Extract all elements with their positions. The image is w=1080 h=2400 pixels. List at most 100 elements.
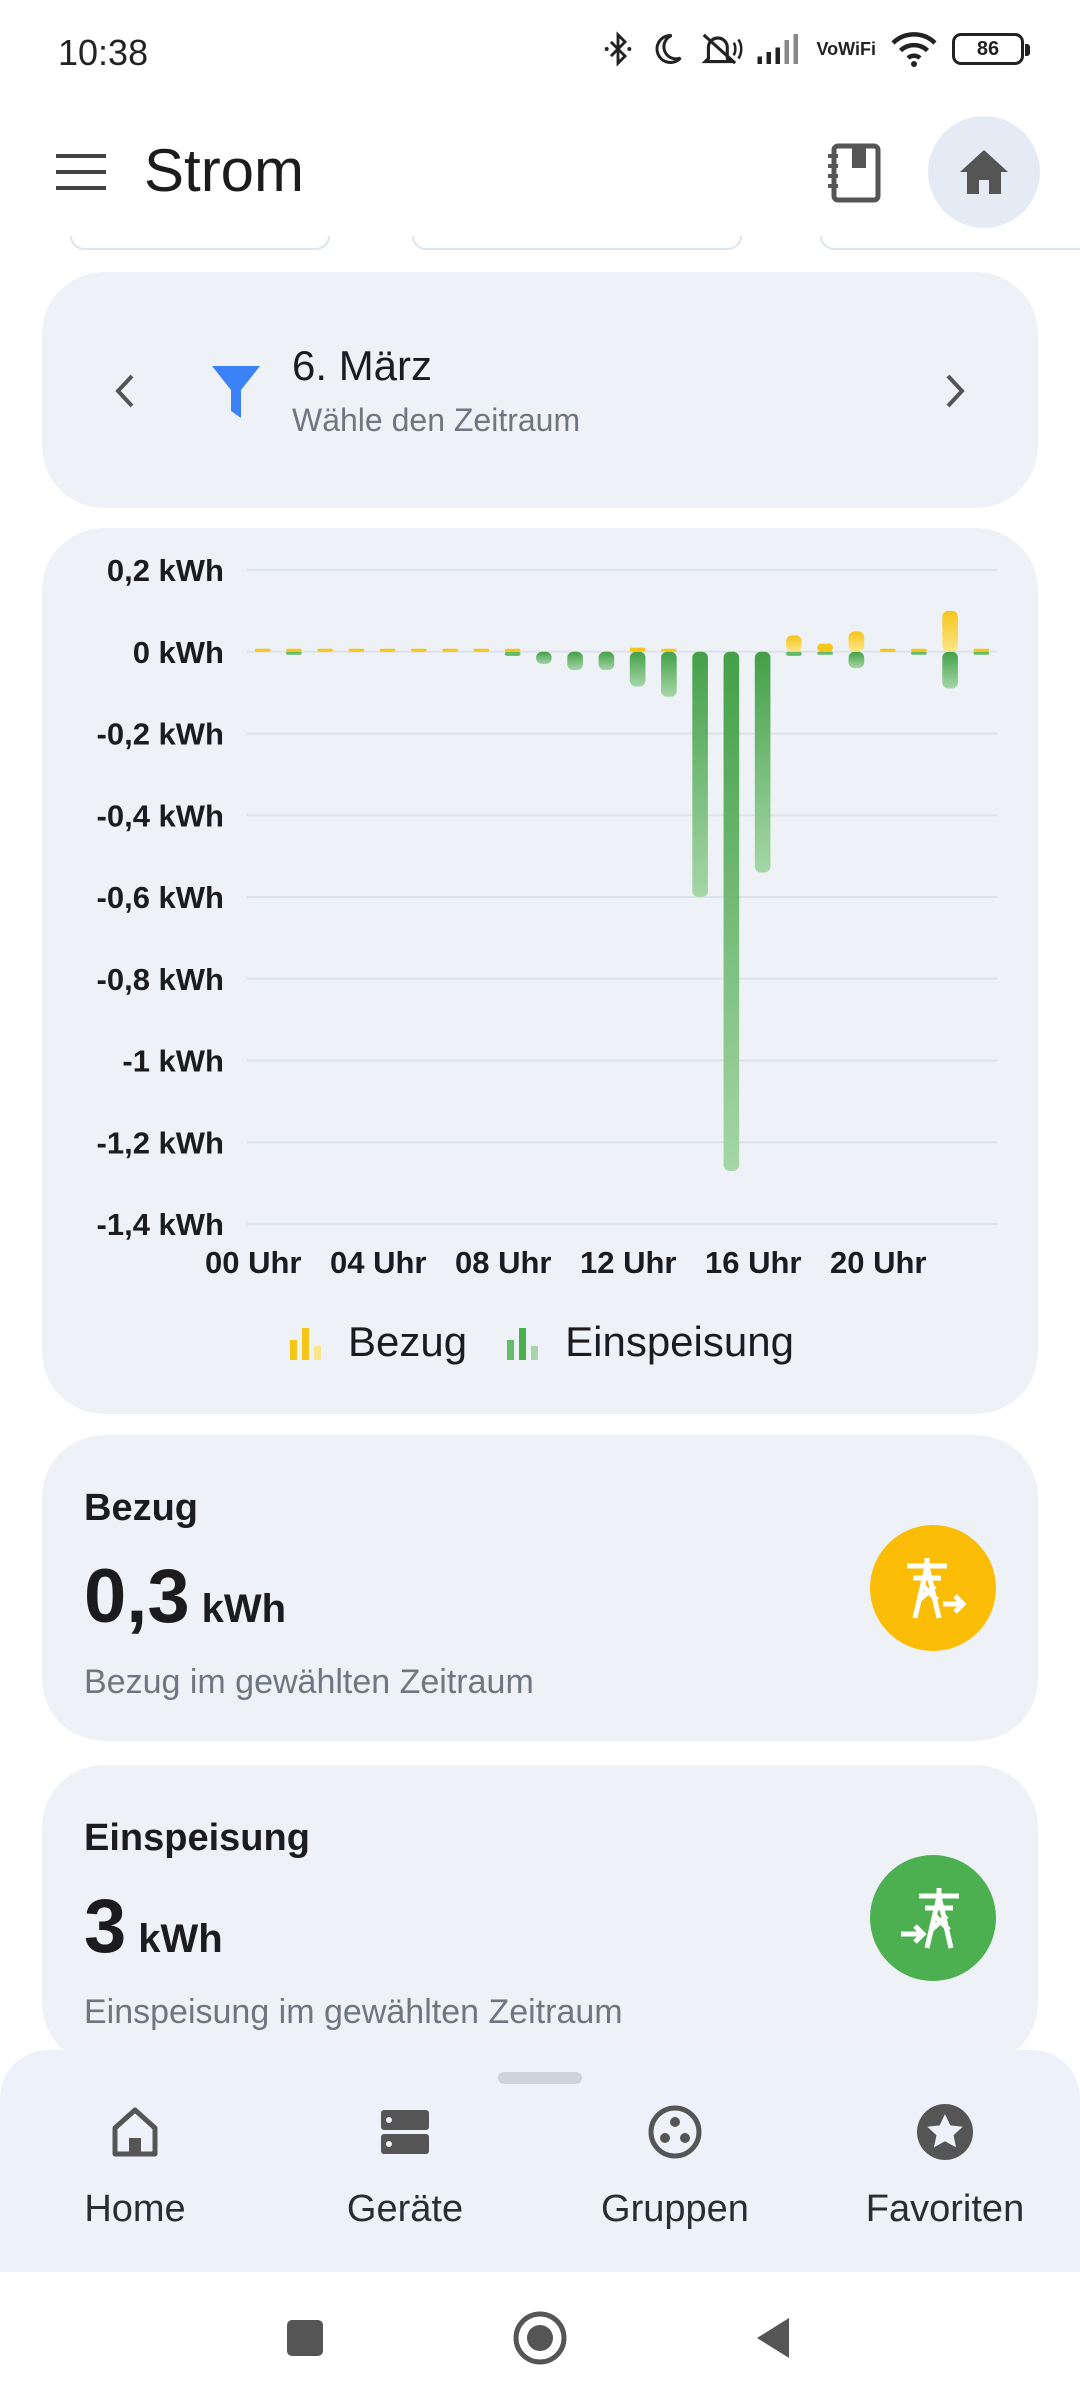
grid-import-icon [870,1525,996,1651]
y-tick-label: -1 kWh [122,1044,224,1079]
bar-bezug[interactable] [879,648,896,652]
bar-einspeisung[interactable] [286,651,302,655]
bar-bezug[interactable] [379,648,396,652]
bar-bezug[interactable] [848,631,865,652]
chevron-right-icon[interactable] [936,364,976,418]
home-button[interactable] [928,116,1040,228]
stat-card-bezug[interactable]: Bezug 0,3 kWh Bezug im gewählten Zeitraum [42,1435,1038,1741]
bar-einspeisung[interactable] [817,651,833,655]
nav-item-geraete[interactable]: Geräte [270,2100,540,2260]
bar-bezug[interactable] [942,610,958,652]
chevron-left-icon[interactable] [104,364,144,418]
bar-bezug[interactable] [411,648,427,652]
bar-bezug[interactable] [348,648,365,652]
stat-description: Bezug im gewählten Zeitraum [84,1663,534,1701]
y-tick-label: -1,4 kWh [97,1207,224,1242]
bar-einspeisung[interactable] [692,651,708,897]
stat-unit: kWh [201,1587,287,1631]
bar-einspeisung[interactable] [786,651,802,656]
stat-unit: kWh [138,1917,223,1961]
carousel-card-peek[interactable] [70,236,330,250]
bar-bezug[interactable] [911,648,927,652]
vowifi-icon: Vo WiFi [816,39,877,59]
x-tick-label: 00 Uhr [205,1245,301,1280]
bar-einspeisung[interactable] [598,651,615,671]
bar-einspeisung[interactable] [942,651,958,689]
drag-handle[interactable] [498,2072,582,2084]
bar-bezug[interactable] [504,648,521,652]
stat-title: Einspeisung [84,1817,310,1859]
energy-chart: 0,2 kWh 0 kWh -0,2 kWh -0,4 kWh -0,6 kWh -0,8… [97,553,997,1280]
bar-einspeisung[interactable] [536,651,552,665]
mute-icon [699,30,743,68]
bottom-navigation: Home Geräte Gruppen Favoriten [0,2050,1080,2272]
carousel-card-peek[interactable] [820,236,1080,250]
bar-einspeisung[interactable] [754,651,771,873]
bar-bezug[interactable] [786,635,802,652]
y-tick-label: -0,2 kWh [97,717,224,752]
groups-icon [648,2105,702,2159]
bar-einspeisung[interactable] [973,651,990,655]
bar-bezug[interactable] [317,648,333,652]
system-navigation [0,2272,1080,2400]
stat-title: Bezug [84,1487,198,1529]
bar-bezug[interactable] [973,648,990,652]
bar-bezug[interactable] [286,648,302,652]
bar-einspeisung[interactable] [567,651,583,671]
page-title: Strom [144,137,305,204]
stat-value: 3 kWh [84,1884,223,1969]
chart-legend: Bezug Einspeisung [42,1318,1038,1366]
notebook-icon[interactable] [822,140,886,204]
y-tick-label: 0,2 kWh [107,553,224,588]
nav-label: Favoriten [865,2188,1025,2230]
menu-icon[interactable] [52,150,112,194]
nav-label: Home [84,2188,186,2230]
bar-bezug[interactable] [473,648,490,652]
x-tick-label: 16 Uhr [705,1245,801,1280]
bar-chart-icon [290,1328,322,1360]
bar-einspeisung[interactable] [848,651,865,669]
date-subtitle: Wähle den Zeitraum [292,402,581,438]
date-title: 6. März [292,342,433,389]
x-tick-label: 12 Uhr [580,1245,676,1280]
bar-einspeisung[interactable] [723,651,740,1171]
x-tick-label: 04 Uhr [330,1245,426,1280]
bar-einspeisung[interactable] [661,651,677,697]
y-tick-label: -0,4 kWh [97,798,224,833]
date-filter-card[interactable]: 6. März Wähle den Zeitraum [42,272,1038,508]
legend-item-bezug[interactable]: Bezug [286,1318,467,1366]
home-icon [112,2107,158,2157]
nav-label: Geräte [346,2188,464,2230]
y-tick-label: 0 kWh [133,635,224,670]
bar-bezug[interactable] [254,648,271,652]
devices-icon [381,2110,429,2154]
stat-card-einspeisung[interactable]: Einspeisung 3 kWh Einspeisung im gewählte… [42,1765,1038,2065]
nav-item-home[interactable]: Home [0,2100,270,2260]
bar-einspeisung[interactable] [504,651,521,656]
bar-bezug[interactable] [817,643,833,652]
bar-einspeisung[interactable] [911,651,927,655]
legend-label: Bezug [348,1318,468,1365]
app-bar: Strom [0,100,1080,245]
bar-einspeisung[interactable] [629,651,646,687]
moon-icon [649,31,685,67]
nav-label: Gruppen [601,2188,749,2230]
y-tick-label: -0,8 kWh [97,962,224,997]
bar-bezug[interactable] [442,648,458,652]
signal-icon [757,34,803,64]
carousel-card-peek[interactable] [412,236,742,250]
recents-button[interactable] [275,2308,335,2368]
status-time: 10:38 [58,32,149,73]
battery-icon: 86 [952,33,1030,65]
legend-item-einspeisung[interactable]: Einspeisung [503,1318,794,1366]
back-button[interactable] [745,2308,805,2368]
bar-chart-icon [507,1328,539,1360]
home-button[interactable] [510,2308,570,2368]
x-tick-label: 20 Uhr [830,1245,926,1280]
bar-bezug[interactable] [629,647,646,652]
bluetooth-icon [601,30,635,68]
bar-bezug[interactable] [661,648,677,652]
nav-item-favoriten[interactable]: Favoriten [810,2100,1080,2260]
legend-label: Einspeisung [565,1318,794,1365]
nav-item-gruppen[interactable]: Gruppen [540,2100,810,2260]
